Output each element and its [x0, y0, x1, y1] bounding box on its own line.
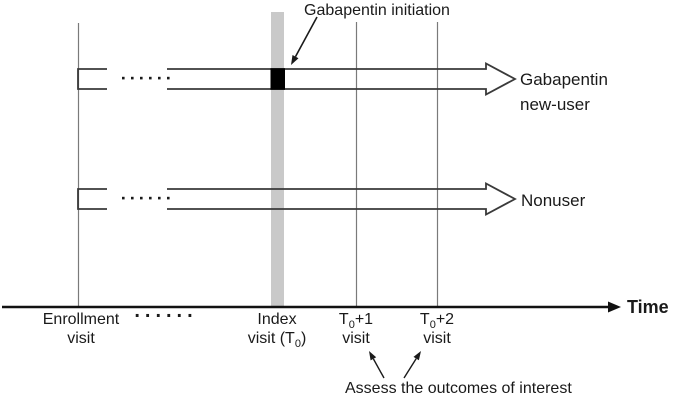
index-visit-highlight-bar [271, 12, 284, 307]
arrow-start-cap [77, 68, 107, 90]
gabapentin-new-user-label-line1: Gabapentin [520, 70, 608, 89]
gabapentin-arrow-gap-dots [122, 76, 170, 80]
t0-plus-1-visit-label: T0+1 visit [338, 311, 374, 347]
gabapentin-initiation-label: Gabapentin initiation [304, 2, 450, 19]
gabapentin-initiation-marker [270, 68, 285, 90]
time-axis-label: Time [627, 297, 669, 317]
time-axis [2, 301, 621, 313]
arrow-start-cap [77, 188, 107, 210]
arrow-body-and-head [167, 61, 517, 97]
index-visit-label: Index visit (T0) [247, 311, 307, 351]
arrow-body-and-head [167, 181, 517, 217]
gabapentin-timeline-arrow [77, 61, 517, 97]
enrollment-visit-label: Enrollment visit [42, 311, 120, 347]
assess-pointer-arrow-left [369, 351, 385, 379]
assess-pointer-arrow-right [403, 351, 421, 379]
assess-outcomes-note: Assess the outcomes of interest [345, 380, 572, 397]
axis-gap-dots: ...... [134, 300, 198, 322]
time-axis-arrowhead [608, 301, 621, 313]
initiation-annotation-arrow [291, 16, 318, 65]
nonuser-timeline-arrow [77, 181, 517, 217]
nonuser-arrow-gap-dots [122, 196, 170, 200]
gabapentin-new-user-label: Gabapentin new-user [520, 67, 608, 117]
nonuser-label: Nonuser [521, 191, 586, 210]
gabapentin-new-user-label-line2: new-user [520, 95, 590, 114]
t0-plus-2-visit-label: T0+2 visit [419, 311, 455, 347]
